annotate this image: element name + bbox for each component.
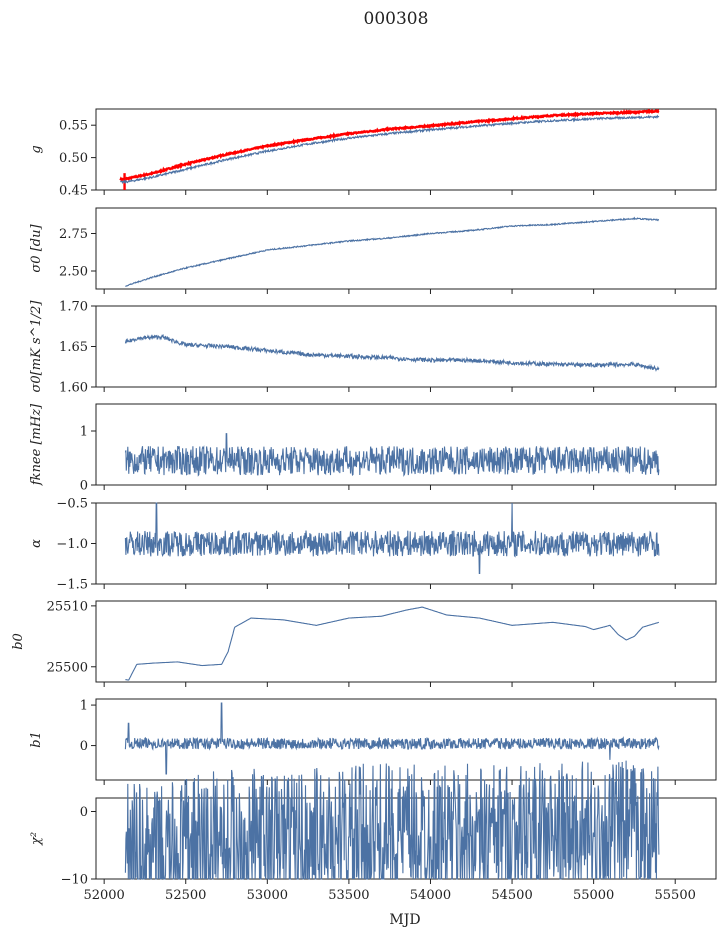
y-axis-label: α: [29, 539, 44, 548]
axes-frame: [95, 108, 717, 191]
x-tick-label: 53500: [328, 888, 369, 903]
y-axis-label: g: [29, 145, 44, 153]
x-tick-label: 54500: [491, 888, 532, 903]
y-tick-label: 1: [80, 425, 88, 440]
series-line: [124, 702, 660, 775]
panel-3: 1.60 1.65 1.70 σ0[mK s^1/2]: [29, 300, 717, 396]
figure-title: 000308: [364, 9, 429, 29]
series-line: [124, 333, 660, 372]
series-line: [124, 433, 660, 477]
panel-5: −1.5 −1.0 −0.5 α: [29, 497, 717, 593]
y-tick-label: 2.75: [59, 227, 88, 242]
y-tick-label: 1: [80, 699, 88, 714]
x-axis-label: MJD: [389, 912, 420, 928]
panel-1: 0.45 0.50 0.55 g: [29, 108, 717, 199]
y-tick-label: −0.5: [56, 497, 88, 512]
y-tick-label: 0: [80, 739, 88, 754]
y-tick-label: 2.50: [59, 265, 88, 280]
y-axis-label: χ²: [29, 832, 44, 846]
panel-7: 0 1 b1: [29, 698, 717, 785]
axes-frame: [95, 305, 717, 388]
series-line: [119, 108, 660, 182]
x-tick-label: 53000: [247, 888, 288, 903]
x-tick-label: 55000: [573, 888, 614, 903]
series-line: [120, 114, 660, 185]
y-tick-label: 0.45: [59, 184, 88, 199]
axes-frame: [95, 207, 717, 290]
y-axis-label: fknee [mHz]: [29, 403, 44, 486]
y-tick-label: −10: [61, 873, 88, 888]
axes-frame: [95, 698, 717, 781]
y-tick-label: 1.70: [59, 300, 88, 315]
y-tick-label: 25500: [47, 660, 88, 675]
y-axis-label: b0: [11, 633, 26, 650]
y-tick-label: 0: [80, 805, 88, 820]
series-line: [125, 216, 660, 287]
panels: 0.45 0.50 0.55 g 2.50 2.75 σ0 [du] 1.60 1.65 1.70…: [11, 108, 717, 888]
y-axis-label: σ0 [du]: [29, 224, 44, 273]
panel-8: −10 0 χ²: [29, 760, 717, 888]
y-axis-label: b1: [29, 731, 44, 748]
x-tick-label: 54000: [410, 888, 451, 903]
x-axis: 52000 52500 53000 53500 54000 54500 55000 55500: [83, 888, 695, 903]
axes-frame: [95, 403, 717, 486]
y-tick-label: 0.55: [59, 119, 88, 134]
y-tick-label: 0.50: [59, 151, 88, 166]
y-tick-label: 1.65: [59, 340, 88, 355]
panel-6: 25500 25510 b0: [11, 599, 717, 687]
series-line: [124, 502, 660, 575]
x-tick-label: 52000: [83, 888, 124, 903]
panel-4: 0 1 fknee [mHz]: [29, 403, 717, 494]
y-tick-label: 1.60: [59, 381, 88, 396]
y-tick-label: −1.5: [56, 578, 88, 593]
x-tick-label: 52500: [165, 888, 206, 903]
y-tick-label: 0: [80, 479, 88, 494]
y-tick-label: 25510: [47, 599, 88, 614]
series-line: [124, 760, 660, 880]
y-tick-label: −1.0: [56, 537, 88, 552]
y-axis-label: σ0[mK s^1/2]: [29, 300, 44, 393]
series-line: [125, 606, 660, 681]
panel-2: 2.50 2.75 σ0 [du]: [29, 207, 717, 294]
x-tick-label: 55500: [655, 888, 696, 903]
axes-frame: [95, 600, 717, 683]
